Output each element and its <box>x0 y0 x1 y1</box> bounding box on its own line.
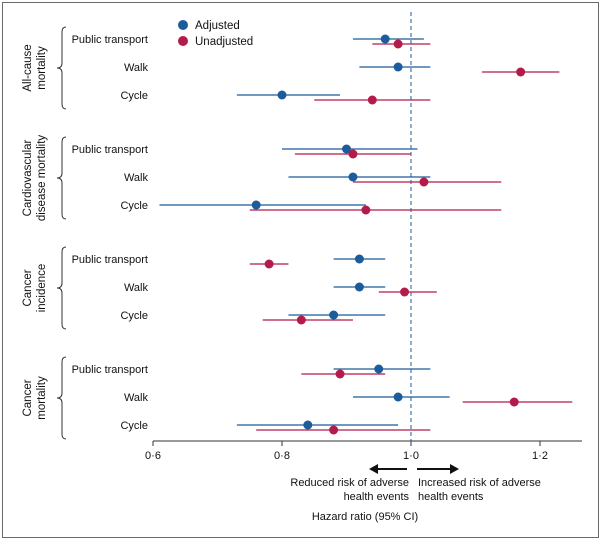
row-label: Cycle <box>120 310 148 322</box>
row-label: Public transport <box>72 364 148 376</box>
x-tick-label: 1·0 <box>403 450 419 462</box>
unadjusted-point <box>348 149 358 159</box>
legend-adjusted-marker <box>178 20 188 30</box>
x-tick-label: 1·2 <box>532 450 548 462</box>
group-label-line: mortality <box>36 376 48 420</box>
adjusted-point <box>354 282 364 292</box>
adjusted-point <box>303 420 313 430</box>
reduced-risk-line1: Reduced risk of adverse <box>290 477 409 489</box>
adjusted-point <box>348 172 358 182</box>
group-bracket <box>56 136 67 220</box>
unadjusted-point <box>509 397 519 407</box>
reduced-risk-line2: health events <box>344 491 410 503</box>
group-label-line: disease mortality <box>36 135 48 222</box>
unadjusted-point <box>264 259 274 269</box>
adjusted-point <box>380 34 390 44</box>
row-label: Cycle <box>120 420 148 432</box>
unadjusted-point <box>419 177 429 187</box>
adjusted-point <box>342 144 351 154</box>
adjusted-point <box>329 310 339 320</box>
adjusted-point <box>374 364 384 374</box>
group-bracket <box>56 26 67 110</box>
increased-risk-line2: health events <box>418 491 484 503</box>
group-label: All-cause mortality <box>22 44 48 91</box>
increased-risk-line1: Increased risk of adverse <box>418 477 541 489</box>
unadjusted-point <box>335 369 345 379</box>
row-label: Public transport <box>72 144 148 156</box>
adjusted-point <box>277 90 287 100</box>
row-label: Walk <box>124 62 149 74</box>
legend-unadjusted-marker <box>178 36 188 46</box>
x-tick-label: 0·6 <box>145 450 161 462</box>
unadjusted-point <box>296 315 306 325</box>
adjusted-point <box>251 200 261 210</box>
adjusted-point <box>393 392 403 402</box>
unadjusted-point <box>367 95 377 105</box>
group-label-line: mortality <box>36 46 48 90</box>
arrow-left-icon <box>369 464 378 474</box>
legend-unadjusted-label: Unadjusted <box>195 36 253 48</box>
group-label: Cardiovascular disease mortality <box>22 135 48 222</box>
legend: Adjusted Unadjusted <box>178 20 253 48</box>
legend-adjusted-label: Adjusted <box>195 20 240 32</box>
group-bracket <box>56 356 67 440</box>
unadjusted-point <box>516 67 526 77</box>
unadjusted-point <box>361 205 371 215</box>
x-axis-title: Hazard ratio (95% CI) <box>312 511 418 523</box>
arrow-right-icon <box>450 464 459 474</box>
direction-annotation: Reduced risk of adverse health events In… <box>290 464 541 503</box>
row-label: Walk <box>124 282 149 294</box>
unadjusted-point <box>400 287 410 297</box>
adjusted-point <box>393 62 403 72</box>
group-label-line: Cancer <box>22 269 34 306</box>
unadjusted-point <box>393 39 403 49</box>
group-label-line: Cancer <box>22 379 34 416</box>
group-label-line: Cardiovascular <box>22 139 34 216</box>
group-label: Cancer incidence <box>22 264 48 313</box>
row-label: Cycle <box>120 200 148 212</box>
group-label-line: incidence <box>36 264 48 313</box>
adjusted-point <box>354 254 364 264</box>
group-bracket <box>56 246 67 330</box>
x-tick-label: 0·8 <box>274 450 290 462</box>
row-label: Cycle <box>120 90 148 102</box>
unadjusted-point <box>329 425 339 435</box>
group-label-line: All-cause <box>22 44 34 91</box>
group-label: Cancer mortality <box>22 376 48 420</box>
row-label: Public transport <box>72 34 148 46</box>
row-label: Walk <box>124 392 149 404</box>
row-label: Public transport <box>72 254 148 266</box>
row-label: Walk <box>124 172 149 184</box>
